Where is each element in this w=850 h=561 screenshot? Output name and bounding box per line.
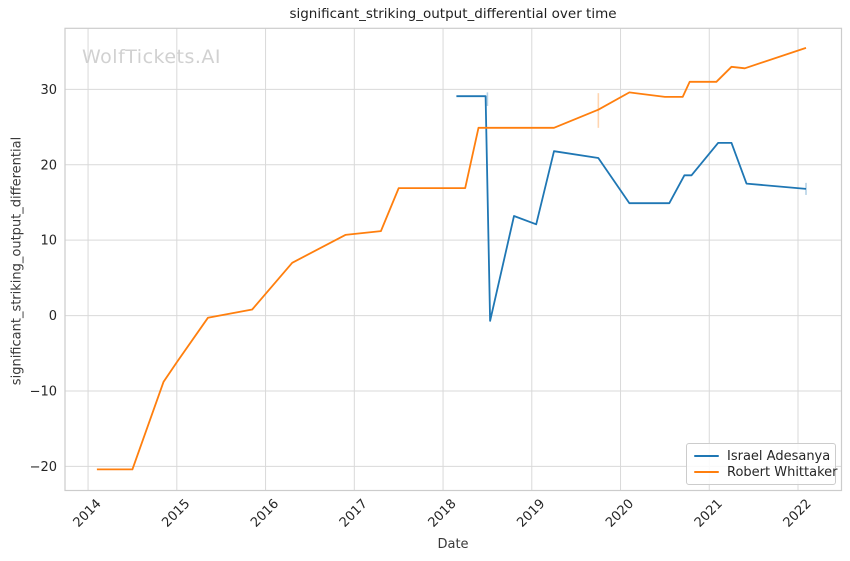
h-gridlines [65, 88, 842, 467]
svg-text:2018: 2018 [426, 497, 460, 531]
svg-text:2022: 2022 [781, 497, 815, 531]
x-tick-labels: 2014 2015 2016 2017 2018 2019 2020 2021 2022 [71, 497, 815, 531]
series-line-0 [456, 95, 807, 322]
svg-text:2015: 2015 [159, 497, 193, 531]
legend: Israel Adesanya Robert Whittaker [686, 443, 838, 485]
svg-text:2014: 2014 [71, 497, 105, 531]
watermark: WolfTickets.AI [82, 46, 222, 68]
svg-text:2016: 2016 [248, 497, 282, 531]
x-axis-label: Date [437, 537, 469, 552]
svg-text:−10: −10 [30, 384, 57, 399]
series-line-1 [96, 47, 807, 471]
legend-line-swatch [694, 470, 719, 474]
svg-text:2021: 2021 [692, 497, 726, 531]
svg-text:2019: 2019 [514, 497, 548, 531]
y-axis-label: significant_striking_output_differential [9, 136, 25, 386]
y-tick-labels: −20 −10 0 10 20 30 [30, 83, 57, 475]
svg-text:−20: −20 [30, 460, 57, 475]
chart-title: significant_striking_output_differential… [289, 6, 617, 22]
svg-text:20: 20 [40, 158, 57, 173]
svg-text:10: 10 [40, 234, 57, 249]
error-ticks-0 [486, 92, 807, 195]
v-gridlines [87, 28, 799, 491]
legend-label: Robert Whittaker [727, 464, 838, 480]
svg-text:0: 0 [49, 309, 57, 324]
svg-text:2017: 2017 [337, 497, 371, 531]
legend-line-swatch [694, 454, 719, 458]
plot-border [64, 27, 843, 492]
svg-text:30: 30 [40, 83, 57, 98]
legend-item: Israel Adesanya [694, 448, 831, 464]
legend-label: Israel Adesanya [727, 448, 831, 464]
svg-text:2020: 2020 [603, 497, 637, 531]
legend-item: Robert Whittaker [694, 464, 838, 480]
